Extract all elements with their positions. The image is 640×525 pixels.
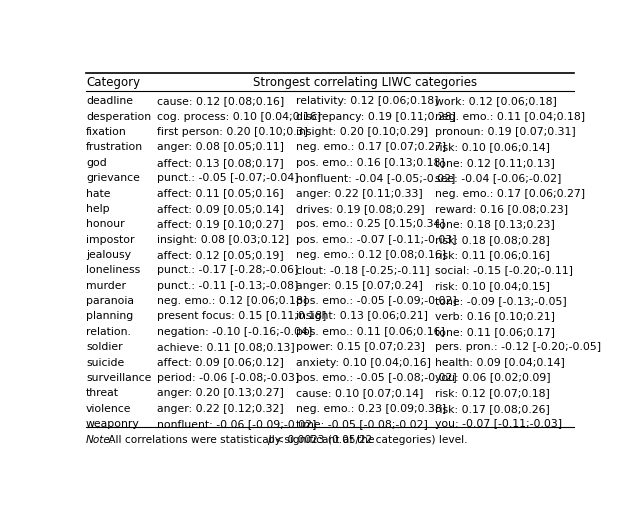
Text: suicide: suicide <box>86 358 124 368</box>
Text: tone: -0.09 [-0.13;-0.05]: tone: -0.09 [-0.13;-0.05] <box>435 296 566 306</box>
Text: negation: -0.10 [-0.16;-0.04]: negation: -0.10 [-0.16;-0.04] <box>157 327 312 337</box>
Text: first person: 0.20 [0.10;0.3]: first person: 0.20 [0.10;0.3] <box>157 127 308 137</box>
Text: honour: honour <box>86 219 125 229</box>
Text: insight: 0.08 [0.03;0.12]: insight: 0.08 [0.03;0.12] <box>157 235 289 245</box>
Text: anxiety: 0.10 [0.04;0.16]: anxiety: 0.10 [0.04;0.16] <box>296 358 431 368</box>
Text: pos. emo.: -0.05 [-0.09;-0.02]: pos. emo.: -0.05 [-0.09;-0.02] <box>296 296 456 306</box>
Text: insight: 0.13 [0.06;0.21]: insight: 0.13 [0.06;0.21] <box>296 311 428 321</box>
Text: neg. emo.: 0.12 [0.06;0.18]: neg. emo.: 0.12 [0.06;0.18] <box>157 296 307 306</box>
Text: cause: 0.10 [0.07;0.14]: cause: 0.10 [0.07;0.14] <box>296 388 423 398</box>
Text: threat: threat <box>86 388 119 398</box>
Text: anger: 0.15 [0.07;0.24]: anger: 0.15 [0.07;0.24] <box>296 281 422 291</box>
Text: pos. emo.: -0.05 [-0.08;-0.02]: pos. emo.: -0.05 [-0.08;-0.02] <box>296 373 456 383</box>
Text: affect: 0.12 [0.05;0.19]: affect: 0.12 [0.05;0.19] <box>157 250 284 260</box>
Text: jealousy: jealousy <box>86 250 131 260</box>
Text: clout: -0.18 [-0.25;-0.11]: clout: -0.18 [-0.25;-0.11] <box>296 265 429 276</box>
Text: neg. emo.: 0.17 [0.07;0.27]: neg. emo.: 0.17 [0.07;0.27] <box>296 142 446 152</box>
Text: deadline: deadline <box>86 97 133 107</box>
Text: frustration: frustration <box>86 142 143 152</box>
Text: punct.: -0.11 [-0.13;-0.08]: punct.: -0.11 [-0.13;-0.08] <box>157 281 298 291</box>
Text: Category: Category <box>86 76 140 89</box>
Text: you: -0.07 [-0.11;-0.03]: you: -0.07 [-0.11;-0.03] <box>435 419 562 429</box>
Text: affect: 0.11 [0.05;0.16]: affect: 0.11 [0.05;0.16] <box>157 188 284 198</box>
Text: risk: 0.10 [0.04;0.15]: risk: 0.10 [0.04;0.15] <box>435 281 550 291</box>
Text: time: -0.05 [-0.08;-0.02]: time: -0.05 [-0.08;-0.02] <box>296 419 428 429</box>
Text: drives: 0.19 [0.08;0.29]: drives: 0.19 [0.08;0.29] <box>296 204 424 214</box>
Text: anger: 0.22 [0.11;0.33]: anger: 0.22 [0.11;0.33] <box>296 188 422 198</box>
Text: relation.: relation. <box>86 327 131 337</box>
Text: hate: hate <box>86 188 111 198</box>
Text: planning: planning <box>86 311 133 321</box>
Text: social: -0.15 [-0.20;-0.11]: social: -0.15 [-0.20;-0.11] <box>435 265 573 276</box>
Text: pronoun: 0.19 [0.07;0.31]: pronoun: 0.19 [0.07;0.31] <box>435 127 575 137</box>
Text: Strongest correlating LIWC categories: Strongest correlating LIWC categories <box>253 76 477 89</box>
Text: neg. emo.: 0.17 [0.06;0.27]: neg. emo.: 0.17 [0.06;0.27] <box>435 188 585 198</box>
Text: surveillance: surveillance <box>86 373 151 383</box>
Text: you: 0.06 [0.02;0.09]: you: 0.06 [0.02;0.09] <box>435 373 550 383</box>
Text: pos. emo.: 0.25 [0.15;0.34]: pos. emo.: 0.25 [0.15;0.34] <box>296 219 445 229</box>
Text: p: p <box>267 435 274 445</box>
Text: tone: 0.12 [0.11;0.13]: tone: 0.12 [0.11;0.13] <box>435 158 554 168</box>
Text: insight: 0.20 [0.10;0.29]: insight: 0.20 [0.10;0.29] <box>296 127 428 137</box>
Text: affect: 0.09 [0.05;0.14]: affect: 0.09 [0.05;0.14] <box>157 204 284 214</box>
Text: power: 0.15 [0.07;0.23]: power: 0.15 [0.07;0.23] <box>296 342 425 352</box>
Text: paranoia: paranoia <box>86 296 134 306</box>
Text: weaponry: weaponry <box>86 419 140 429</box>
Text: period: -0.06 [-0.08;-0.03]: period: -0.06 [-0.08;-0.03] <box>157 373 299 383</box>
Text: fixation: fixation <box>86 127 127 137</box>
Text: affect: 0.09 [0.06;0.12]: affect: 0.09 [0.06;0.12] <box>157 358 284 368</box>
Text: All correlations were statistically significant at the: All correlations were statistically sign… <box>105 435 378 445</box>
Text: cog. process: 0.10 [0.04;0.16]: cog. process: 0.10 [0.04;0.16] <box>157 112 321 122</box>
Text: god: god <box>86 158 107 168</box>
Text: risk: 0.17 [0.08;0.26]: risk: 0.17 [0.08;0.26] <box>435 404 550 414</box>
Text: neg. emo.: 0.12 [0.08;0.16]: neg. emo.: 0.12 [0.08;0.16] <box>296 250 446 260</box>
Text: pos. emo.: 0.11 [0.06;0.16]: pos. emo.: 0.11 [0.06;0.16] <box>296 327 445 337</box>
Text: relativity: 0.12 [0.06;0.18]: relativity: 0.12 [0.06;0.18] <box>296 97 438 107</box>
Text: neg. emo.: 0.23 [0.09;0.38]: neg. emo.: 0.23 [0.09;0.38] <box>296 404 446 414</box>
Text: risk: 0.11 [0.06;0.16]: risk: 0.11 [0.06;0.16] <box>435 250 550 260</box>
Text: soldier: soldier <box>86 342 123 352</box>
Text: Note.: Note. <box>86 435 114 445</box>
Text: pers. pron.: -0.12 [-0.20;-0.05]: pers. pron.: -0.12 [-0.20;-0.05] <box>435 342 601 352</box>
Text: anger: 0.08 [0.05;0.11]: anger: 0.08 [0.05;0.11] <box>157 142 284 152</box>
Text: pos. emo.: -0.07 [-0.11;-0.03]: pos. emo.: -0.07 [-0.11;-0.03] <box>296 235 456 245</box>
Text: cause: 0.12 [0.08;0.16]: cause: 0.12 [0.08;0.16] <box>157 97 284 107</box>
Text: reward: 0.16 [0.08;0.23]: reward: 0.16 [0.08;0.23] <box>435 204 568 214</box>
Text: pos. emo.: 0.16 [0.13;0.18]: pos. emo.: 0.16 [0.13;0.18] <box>296 158 445 168</box>
Text: loneliness: loneliness <box>86 265 140 276</box>
Text: risk: 0.18 [0.08;0.28]: risk: 0.18 [0.08;0.28] <box>435 235 550 245</box>
Text: nonfluent: -0.06 [-0.09;-0.02]: nonfluent: -0.06 [-0.09;-0.02] <box>157 419 316 429</box>
Text: verb: 0.16 [0.10;0.21]: verb: 0.16 [0.10;0.21] <box>435 311 555 321</box>
Text: murder: murder <box>86 281 126 291</box>
Text: work: 0.12 [0.06;0.18]: work: 0.12 [0.06;0.18] <box>435 97 557 107</box>
Text: anger: 0.20 [0.13;0.27]: anger: 0.20 [0.13;0.27] <box>157 388 284 398</box>
Text: tone: 0.11 [0.06;0.17]: tone: 0.11 [0.06;0.17] <box>435 327 555 337</box>
Text: grievance: grievance <box>86 173 140 183</box>
Text: present focus: 0.15 [0.11;0.18]: present focus: 0.15 [0.11;0.18] <box>157 311 326 321</box>
Text: achieve: 0.11 [0.08;0.13]: achieve: 0.11 [0.08;0.13] <box>157 342 294 352</box>
Text: help: help <box>86 204 109 214</box>
Text: neg. emo.: 0.11 [0.04;0.18]: neg. emo.: 0.11 [0.04;0.18] <box>435 112 585 122</box>
Text: punct.: -0.17 [-0.28;-0.06]: punct.: -0.17 [-0.28;-0.06] <box>157 265 298 276</box>
Text: see: -0.04 [-0.06;-0.02]: see: -0.04 [-0.06;-0.02] <box>435 173 561 183</box>
Text: tone: 0.18 [0.13;0.23]: tone: 0.18 [0.13;0.23] <box>435 219 554 229</box>
Text: discrepancy: 0.19 [0.11;0.28]: discrepancy: 0.19 [0.11;0.28] <box>296 112 456 122</box>
Text: anger: 0.22 [0.12;0.32]: anger: 0.22 [0.12;0.32] <box>157 404 284 414</box>
Text: affect: 0.13 [0.08;0.17]: affect: 0.13 [0.08;0.17] <box>157 158 284 168</box>
Text: punct.: -0.05 [-0.07;-0.04]: punct.: -0.05 [-0.07;-0.04] <box>157 173 298 183</box>
Text: < 0.0023 (0.05/22 categories) level.: < 0.0023 (0.05/22 categories) level. <box>272 435 467 445</box>
Text: risk: 0.10 [0.06;0.14]: risk: 0.10 [0.06;0.14] <box>435 142 550 152</box>
Text: impostor: impostor <box>86 235 134 245</box>
Text: violence: violence <box>86 404 131 414</box>
Text: health: 0.09 [0.04;0.14]: health: 0.09 [0.04;0.14] <box>435 358 564 368</box>
Text: risk: 0.12 [0.07;0.18]: risk: 0.12 [0.07;0.18] <box>435 388 550 398</box>
Text: desperation: desperation <box>86 112 151 122</box>
Text: affect: 0.19 [0.10;0.27]: affect: 0.19 [0.10;0.27] <box>157 219 284 229</box>
Text: nonfluent: -0.04 [-0.05;-0.02]: nonfluent: -0.04 [-0.05;-0.02] <box>296 173 455 183</box>
